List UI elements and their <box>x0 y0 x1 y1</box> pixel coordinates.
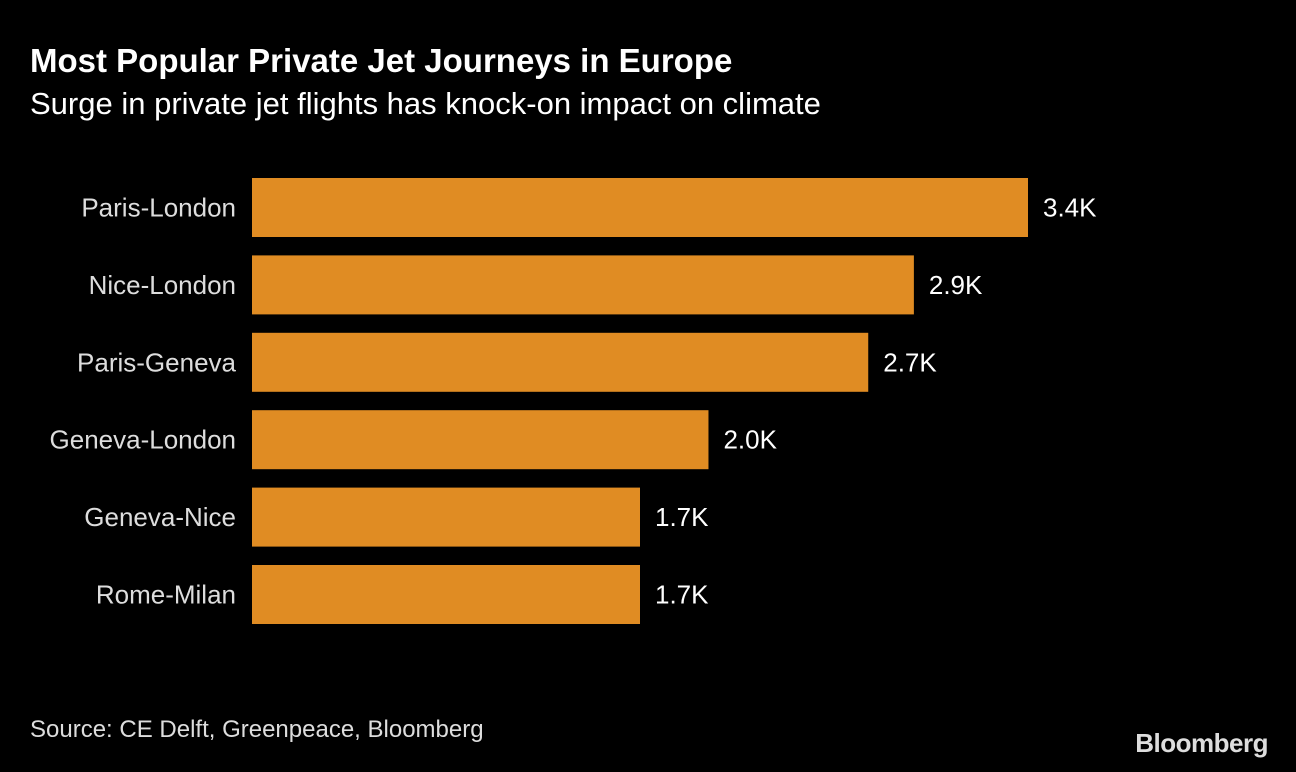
category-label: Paris-Geneva <box>77 347 236 377</box>
category-label: Paris-London <box>81 193 236 223</box>
category-label: Nice-London <box>89 270 236 300</box>
category-label: Rome-Milan <box>96 580 236 610</box>
category-label: Geneva-Nice <box>84 502 236 532</box>
chart-title: Most Popular Private Jet Journeys in Eur… <box>30 42 733 79</box>
bar <box>252 255 914 315</box>
source-note: Source: CE Delft, Greenpeace, Bloomberg <box>30 716 484 743</box>
bar-chart: Paris-London 3.4K Nice-London 2.9K Paris-Gen… <box>50 178 1097 624</box>
data-label: 2.9K <box>929 270 983 300</box>
category-label: Geneva-London <box>50 425 236 455</box>
data-label: 1.7K <box>655 580 709 610</box>
data-label: 3.4K <box>1043 193 1097 223</box>
bloomberg-logo: Bloomberg <box>1135 728 1268 758</box>
data-label: 2.0K <box>723 425 777 455</box>
bar <box>252 565 640 624</box>
data-label: 2.7K <box>883 347 937 377</box>
bar <box>252 332 869 392</box>
bar <box>252 487 640 547</box>
chart-subtitle: Surge in private jet flights has knock-o… <box>30 86 821 121</box>
bar <box>252 178 1028 237</box>
bar <box>252 410 709 470</box>
data-label: 1.7K <box>655 502 709 532</box>
